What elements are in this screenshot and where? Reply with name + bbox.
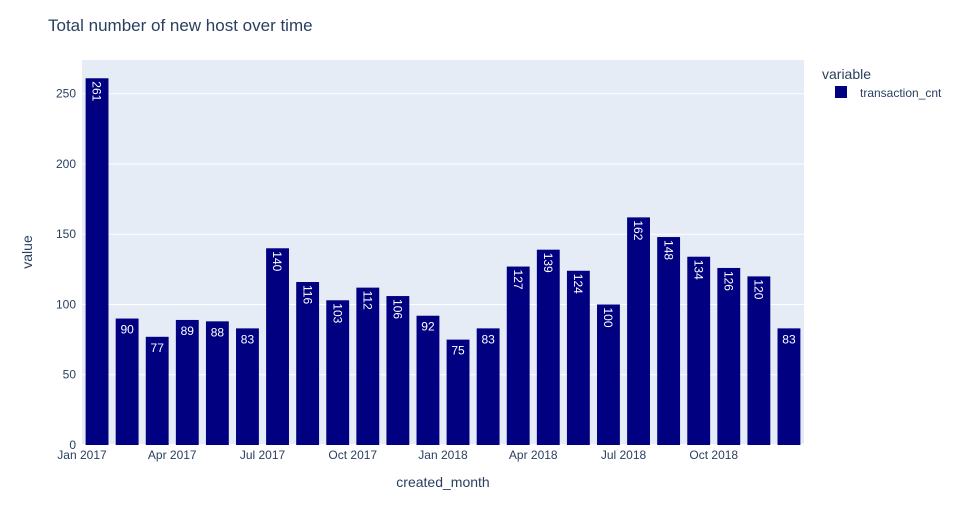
bar-label-2017-02: 90 (120, 323, 134, 337)
bar-label-2018-11: 120 (752, 279, 766, 299)
bar-2017-10[interactable] (356, 287, 380, 445)
legend-entry-transaction-cnt[interactable]: transaction_cnt (860, 86, 942, 100)
bar-label-2018-08: 148 (661, 240, 675, 260)
bar-2018-09[interactable] (687, 256, 711, 445)
grid-lines (82, 93, 804, 446)
x-tick-label-2017-07: Jul 2017 (240, 448, 286, 462)
bar-2018-02[interactable] (476, 328, 500, 445)
bar-2017-03[interactable] (145, 336, 169, 445)
bar-label-2017-05: 88 (211, 325, 225, 339)
bar-2017-12[interactable] (416, 315, 440, 445)
chart-title: Total number of new host over time (48, 16, 313, 35)
bar-label-2017-01: 261 (90, 81, 104, 101)
x-tick-label-2017-10: Oct 2017 (328, 448, 377, 462)
bar-label-2017-07: 140 (270, 251, 284, 271)
bar-2018-06[interactable] (597, 304, 620, 445)
legend-swatch[interactable] (835, 86, 847, 98)
bar-2018-05[interactable] (566, 270, 590, 445)
legend-title: variable (822, 66, 871, 82)
bar-2017-02[interactable] (115, 318, 139, 445)
x-tick-label-2017-01: Jan 2017 (57, 448, 107, 462)
bar-label-2017-03: 77 (151, 341, 165, 355)
bar-label-2018-10: 126 (721, 271, 735, 291)
bar-label-2018-09: 134 (691, 260, 705, 280)
bar-label-2018-04: 139 (541, 253, 555, 273)
x-tick-label-2018-04: Apr 2018 (509, 448, 558, 462)
plot-background (82, 60, 804, 445)
bar-label-2018-01: 75 (451, 344, 465, 358)
y-tick-label-200: 200 (56, 157, 76, 171)
bar-2017-04[interactable] (175, 319, 199, 445)
x-tick-label-2018-10: Oct 2018 (689, 448, 738, 462)
bar-label-2018-06: 100 (601, 307, 615, 327)
bars (85, 78, 801, 446)
x-tick-label-2018-07: Jul 2018 (601, 448, 647, 462)
x-axis-label: created_month (396, 474, 489, 490)
bar-2017-11[interactable] (386, 296, 410, 445)
bar-labels: 261 90 77 89 88 83 140 116 103 112 106 92 75 83 127 139… (90, 81, 796, 357)
bar-2017-09[interactable] (326, 300, 350, 445)
y-tick-label-250: 250 (56, 87, 76, 101)
bar-label-2017-12: 92 (421, 320, 435, 334)
y-axis-ticks: 0 50 100 150 200 250 (56, 87, 76, 452)
bar-2018-10[interactable] (717, 267, 741, 445)
x-tick-label-2018-01: Jan 2018 (418, 448, 468, 462)
y-axis-label: value (19, 235, 35, 269)
bar-label-2017-08: 116 (300, 285, 314, 304)
bar-2017-06[interactable] (236, 328, 259, 445)
bar-2018-04[interactable] (536, 249, 560, 445)
y-tick-label-50: 50 (63, 368, 77, 382)
bar-2018-12[interactable] (777, 328, 801, 445)
bar-label-2017-06: 83 (241, 332, 255, 346)
bar-label-2017-10: 112 (360, 291, 374, 310)
y-tick-label-150: 150 (56, 227, 76, 241)
bar-label-2018-02: 83 (481, 332, 495, 346)
bar-label-2017-11: 106 (391, 299, 405, 319)
bar-label-2018-07: 162 (631, 220, 645, 240)
bar-2018-03[interactable] (506, 266, 530, 445)
bar-2018-01[interactable] (446, 339, 470, 445)
bar-label-2017-09: 103 (330, 303, 344, 323)
x-axis-ticks: Jan 2017 Apr 2017 Jul 2017 Oct 2017 Jan 2018… (57, 448, 738, 462)
bar-2018-07[interactable] (627, 217, 650, 445)
bar-2017-08[interactable] (296, 282, 320, 445)
bar-label-2017-04: 89 (181, 324, 195, 338)
legend[interactable]: variable transaction_cnt (822, 66, 942, 100)
bar-2017-07[interactable] (266, 248, 289, 445)
bar-2017-01[interactable] (85, 78, 109, 446)
bar-label-2018-12: 83 (782, 332, 796, 346)
y-tick-label-0: 0 (69, 438, 76, 452)
x-tick-label-2017-04: Apr 2017 (148, 448, 197, 462)
bar-2018-08[interactable] (657, 237, 681, 445)
bar-2018-11[interactable] (747, 276, 771, 445)
bar-2017-05[interactable] (205, 321, 229, 445)
y-tick-label-100: 100 (56, 297, 76, 311)
bar-label-2018-03: 127 (511, 270, 525, 290)
bar-label-2018-05: 124 (571, 274, 585, 294)
